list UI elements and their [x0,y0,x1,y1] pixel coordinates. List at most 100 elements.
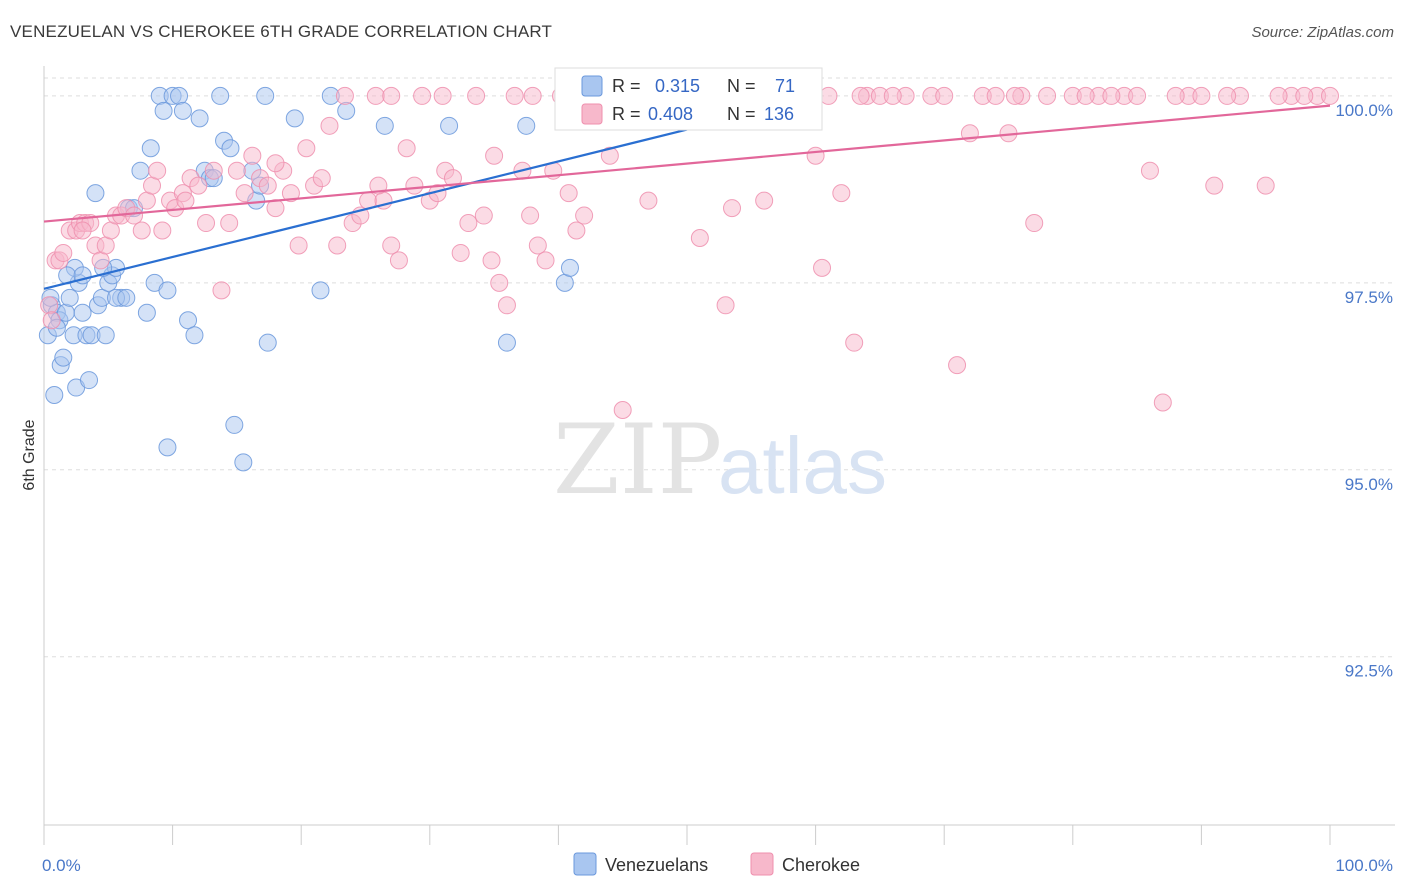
point-venezuelans-56 [375,116,394,135]
point-cherokee-137 [1192,86,1211,105]
point-cherokee-114 [1205,176,1224,195]
point-cherokee-55 [405,176,424,195]
point-cherokee-40 [289,236,308,255]
y-tick-label-0: 100.0% [1335,101,1393,120]
y-tick-label-3: 92.5% [1345,662,1393,681]
point-cherokee-121 [1076,86,1095,105]
point-cherokee-64 [474,206,493,225]
point-cherokee-45 [328,236,347,255]
point-cherokee-136 [1295,86,1314,105]
x-tick-label-0: 0.0% [42,856,81,875]
point-cherokee-76 [567,221,586,240]
point-cherokee-120 [1102,86,1121,105]
point-cherokee-107 [1038,86,1057,105]
point-venezuelans-2 [45,386,64,405]
point-cherokee-0 [40,296,59,315]
point-cherokee-77 [575,206,594,225]
point-cherokee-92 [813,258,832,277]
point-cherokee-34 [243,146,262,165]
point-cherokee-75 [559,184,578,203]
point-cherokee-4 [54,243,73,262]
point-venezuelans-44 [221,139,240,158]
trend-lines [43,104,1331,290]
point-venezuelans-46 [234,453,253,472]
point-cherokee-67 [497,296,516,315]
point-cherokee-43 [312,169,331,188]
y-tick-label-1: 97.5% [1345,288,1393,307]
point-cherokee-18 [132,221,151,240]
point-cherokee-32 [227,161,246,180]
point-cherokee-123 [935,86,954,105]
point-cherokee-103 [986,86,1005,105]
point-cherokee-27 [189,176,208,195]
point-venezuelans-37 [185,326,204,345]
x-tick-labels: 0.0% 100.0% [42,856,1393,875]
point-cherokee-119 [1321,86,1339,105]
point-cherokee-22 [153,221,172,240]
point-cherokee-84 [690,228,709,247]
point-cherokee-116 [1256,176,1275,195]
point-cherokee-66 [490,273,509,292]
point-venezuelans-26 [131,161,150,180]
bottom-legend-swatch-venezuelans [573,852,597,876]
legend-r-value-1: 0.315 [655,76,700,96]
point-cherokee-135 [1269,86,1288,105]
point-cherokee-106 [1025,214,1044,233]
point-cherokee-68 [505,86,524,105]
point-cherokee-93 [819,86,838,105]
point-cherokee-138 [73,221,92,240]
point-cherokee-111 [1140,161,1159,180]
point-cherokee-21 [148,161,167,180]
point-venezuelans-34 [170,86,189,105]
point-cherokee-80 [613,400,632,419]
legend-swatch-blue [581,75,603,97]
bottom-legend-swatch-cherokee [750,852,774,876]
watermark: ZIP atlas [553,404,887,516]
point-cherokee-112 [1153,393,1172,412]
point-venezuelans-31 [154,101,173,120]
bottom-legend: Venezuelans Cherokee [573,852,860,876]
point-cherokee-128 [382,86,401,105]
point-cherokee-13 [101,221,120,240]
point-cherokee-70 [521,206,540,225]
point-cherokee-71 [528,236,547,255]
point-venezuelans-66 [158,281,177,300]
point-cherokee-140 [266,154,285,173]
point-cherokee-127 [523,86,542,105]
legend-n-value-2: 136 [764,104,794,124]
point-cherokee-36 [258,176,277,195]
bottom-legend-cherokee: Cherokee [782,855,860,875]
point-venezuelans-58 [497,333,516,352]
point-venezuelans-52 [285,109,304,128]
point-cherokee-28 [197,214,216,233]
y-axis-title: 6th Grade [21,419,38,490]
point-venezuelans-6 [54,348,73,367]
point-cherokee-95 [845,333,864,352]
point-venezuelans-45 [225,415,244,434]
point-cherokee-82 [639,191,658,210]
point-venezuelans-42 [211,86,230,105]
legend-swatch-pink [581,103,603,125]
point-venezuelans-61 [560,258,579,277]
watermark-zip: ZIP [553,404,722,516]
point-cherokee-72 [536,251,555,270]
point-cherokee-94 [832,184,851,203]
point-cherokee-79 [600,146,619,165]
y-tick-labels: 100.0% 97.5% 95.0% 92.5% [1335,101,1393,681]
point-venezuelans-53 [311,281,330,300]
point-cherokee-17 [125,206,144,225]
y-tick-label-2: 95.0% [1345,475,1393,494]
point-cherokee-87 [723,199,742,218]
point-venezuelans-55 [337,101,356,120]
point-venezuelans-65 [117,288,136,307]
point-cherokee-39 [281,184,300,203]
point-cherokee-133 [1166,86,1185,105]
point-cherokee-31 [220,214,239,233]
point-venezuelans-12 [73,303,92,322]
point-venezuelans-28 [141,139,160,158]
point-cherokee-50 [366,86,385,105]
point-cherokee-20 [143,176,162,195]
point-cherokee-65 [482,251,501,270]
series-cherokee [40,86,1339,419]
